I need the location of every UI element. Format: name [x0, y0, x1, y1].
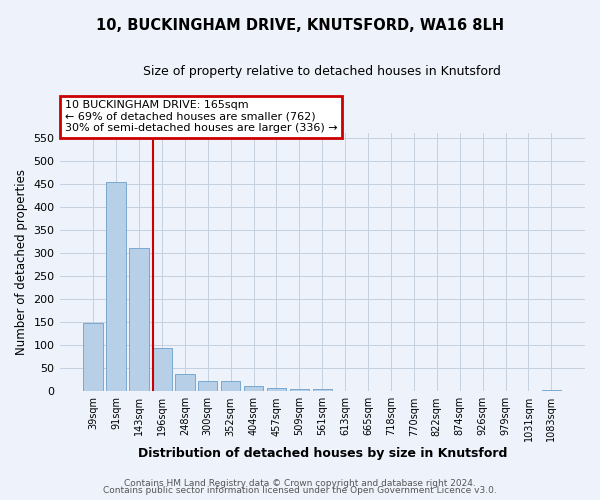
Bar	[221, 381, 241, 392]
Bar	[129, 248, 149, 392]
Y-axis label: Number of detached properties: Number of detached properties	[15, 170, 28, 356]
Bar	[83, 323, 103, 392]
Bar	[313, 389, 332, 392]
Bar	[267, 388, 286, 392]
Bar	[244, 386, 263, 392]
Text: Contains public sector information licensed under the Open Government Licence v3: Contains public sector information licen…	[103, 486, 497, 495]
Bar	[152, 348, 172, 392]
Text: 10 BUCKINGHAM DRIVE: 165sqm
← 69% of detached houses are smaller (762)
30% of se: 10 BUCKINGHAM DRIVE: 165sqm ← 69% of det…	[65, 100, 337, 134]
Bar	[290, 389, 309, 392]
Text: 10, BUCKINGHAM DRIVE, KNUTSFORD, WA16 8LH: 10, BUCKINGHAM DRIVE, KNUTSFORD, WA16 8L…	[96, 18, 504, 32]
Bar	[175, 374, 194, 392]
Bar	[106, 182, 126, 392]
Title: Size of property relative to detached houses in Knutsford: Size of property relative to detached ho…	[143, 65, 501, 78]
Bar	[542, 390, 561, 392]
Text: Contains HM Land Registry data © Crown copyright and database right 2024.: Contains HM Land Registry data © Crown c…	[124, 478, 476, 488]
X-axis label: Distribution of detached houses by size in Knutsford: Distribution of detached houses by size …	[137, 447, 507, 460]
Bar	[198, 381, 217, 392]
